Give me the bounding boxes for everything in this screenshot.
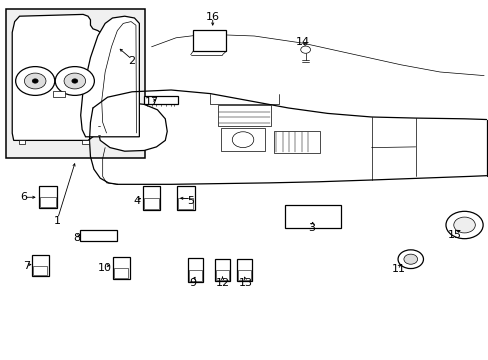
Circle shape <box>403 254 417 264</box>
Bar <box>19 140 25 144</box>
Bar <box>33 266 47 275</box>
Bar <box>112 257 129 279</box>
Circle shape <box>232 132 253 148</box>
Bar <box>40 197 56 207</box>
Text: 16: 16 <box>205 12 219 22</box>
Bar <box>53 91 65 97</box>
Bar <box>214 259 230 281</box>
Text: 10: 10 <box>98 263 112 273</box>
Bar <box>284 205 341 228</box>
Bar <box>39 186 57 208</box>
Bar <box>114 268 128 278</box>
Bar <box>82 140 89 144</box>
Text: 14: 14 <box>296 37 309 48</box>
Polygon shape <box>98 102 167 151</box>
Circle shape <box>55 67 94 95</box>
Circle shape <box>24 73 46 89</box>
Text: 7: 7 <box>23 261 30 271</box>
Bar <box>142 186 160 210</box>
Bar <box>236 259 252 281</box>
Text: 2: 2 <box>128 56 135 66</box>
Text: 12: 12 <box>215 278 229 288</box>
Bar <box>80 230 117 241</box>
Circle shape <box>64 73 85 89</box>
Bar <box>187 258 203 282</box>
Text: 5: 5 <box>187 196 194 206</box>
Bar <box>6 9 145 158</box>
Text: 6: 6 <box>20 192 27 202</box>
Text: 11: 11 <box>391 264 405 274</box>
Bar <box>217 105 271 126</box>
Bar <box>273 131 320 153</box>
Bar <box>144 198 159 209</box>
Circle shape <box>16 67 55 95</box>
Circle shape <box>300 46 310 53</box>
Text: 8: 8 <box>74 233 81 243</box>
Bar <box>178 198 193 209</box>
Circle shape <box>72 79 78 83</box>
Text: 13: 13 <box>238 278 252 288</box>
Bar <box>238 270 250 280</box>
Bar <box>177 186 194 210</box>
Circle shape <box>397 250 423 269</box>
Text: 15: 15 <box>447 230 461 240</box>
Circle shape <box>32 79 38 83</box>
Polygon shape <box>81 16 139 137</box>
Text: 4: 4 <box>133 196 140 206</box>
Text: 17: 17 <box>144 96 158 107</box>
Bar <box>144 96 177 104</box>
Polygon shape <box>12 14 100 140</box>
Text: 1: 1 <box>54 216 61 226</box>
Bar <box>221 128 264 151</box>
Text: 3: 3 <box>308 222 315 233</box>
Bar <box>189 270 202 281</box>
Circle shape <box>445 211 482 239</box>
Text: 9: 9 <box>189 278 196 288</box>
Bar <box>31 255 49 276</box>
Circle shape <box>453 217 474 233</box>
Bar <box>216 270 228 280</box>
Bar <box>193 30 226 51</box>
